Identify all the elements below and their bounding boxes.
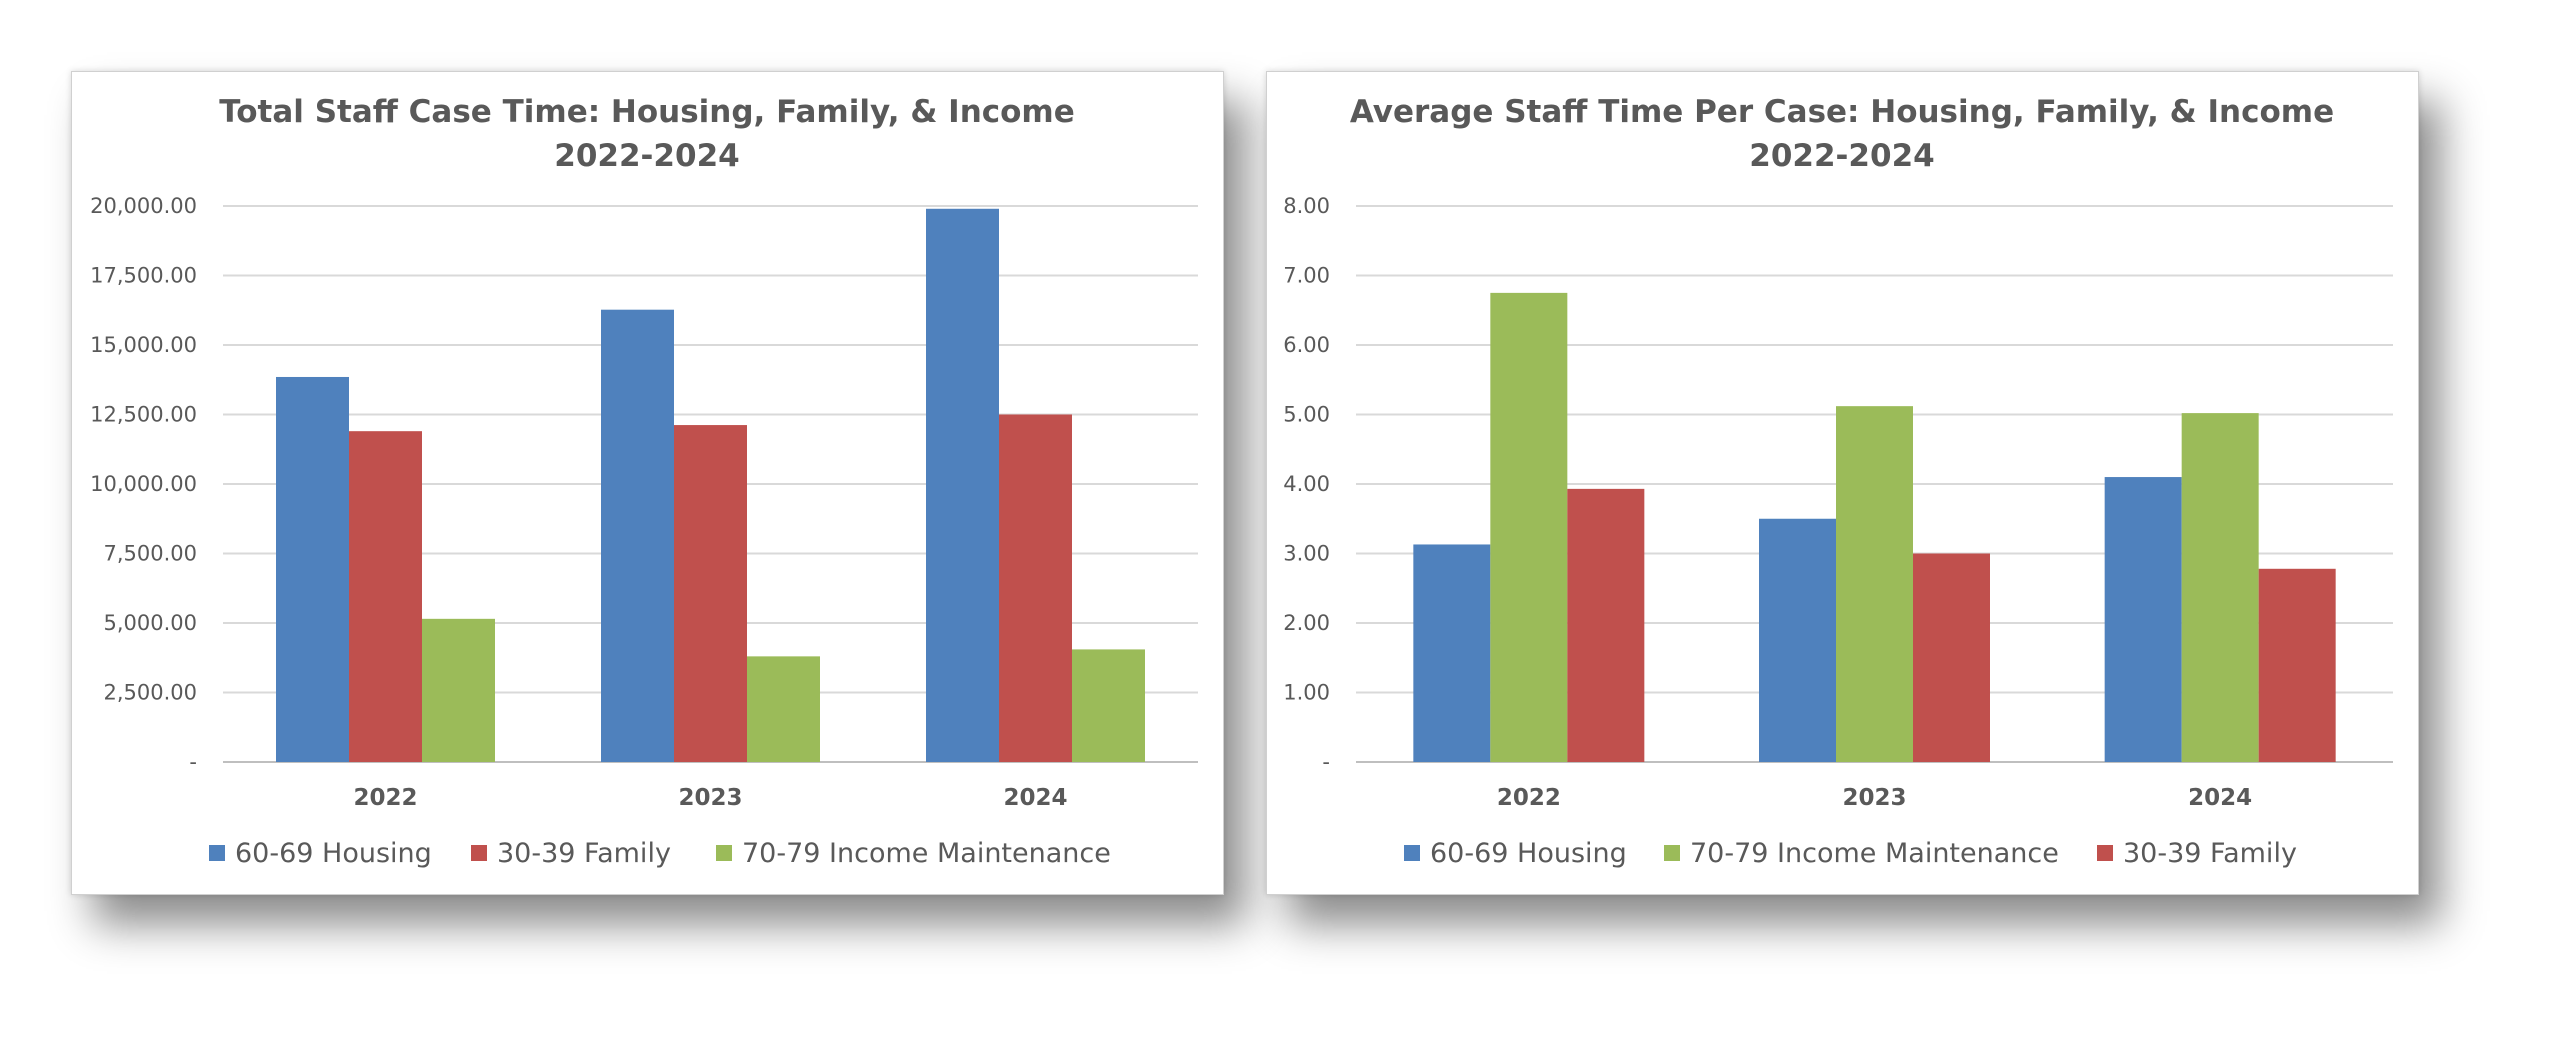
bar-60-69-housing-2024 <box>926 208 999 762</box>
bar-70-79-income-maintenance-2023 <box>747 656 820 762</box>
y-tick-label: 15,000.00 <box>90 333 197 357</box>
legend-label: 60-69 Housing <box>235 838 432 869</box>
chart-total-staff-case-time: Total Staff Case Time: Housing, Family, … <box>90 94 1198 869</box>
x-category-label: 2024 <box>1003 785 1067 811</box>
bar-30-39-family-2024 <box>999 414 1072 762</box>
bar-60-69-housing-2022 <box>1413 544 1491 762</box>
x-category-label: 2022 <box>1497 785 1561 811</box>
bar-70-79-income-maintenance-2024 <box>1072 649 1145 762</box>
legend-swatch <box>1664 845 1680 861</box>
y-tick-label: - <box>1322 750 1330 774</box>
bar-60-69-housing-2024 <box>2104 477 2182 762</box>
y-tick-label: 4.00 <box>1283 472 1330 496</box>
y-tick-label: 5.00 <box>1283 403 1330 427</box>
x-category-label: 2024 <box>2188 785 2252 811</box>
y-tick-label: 7.00 <box>1283 264 1330 288</box>
legend-label: 70-79 Income Maintenance <box>1690 838 2059 869</box>
chart-panel-total-staff-case-time: Total Staff Case Time: Housing, Family, … <box>71 71 1224 895</box>
chart-subtitle: 2022-2024 <box>1749 138 1934 174</box>
y-tick-label: 2.00 <box>1283 611 1330 635</box>
chart-panel-average-staff-time: Average Staff Time Per Case: Housing, Fa… <box>1266 71 2419 895</box>
bar-70-79-income-maintenance-2022 <box>422 618 495 762</box>
y-tick-label: 17,500.00 <box>90 264 197 288</box>
legend-label: 70-79 Income Maintenance <box>742 838 1111 869</box>
bar-60-69-housing-2023 <box>1759 518 1836 762</box>
bar-30-39-family-2023 <box>1913 553 1990 762</box>
legend-swatch <box>1404 845 1420 861</box>
y-tick-label: 1.00 <box>1283 681 1330 705</box>
y-tick-label: 3.00 <box>1283 542 1330 566</box>
legend: 60-69 Housing 70-79 Income Maintenance 30-… <box>1404 838 2297 869</box>
legend-label: 60-69 Housing <box>1430 838 1627 869</box>
legend-swatch <box>209 845 225 861</box>
legend-label: 30-39 Family <box>2123 838 2297 869</box>
x-category-label: 2023 <box>1842 785 1906 811</box>
y-tick-label: 5,000.00 <box>103 611 197 635</box>
chart-title: Total Staff Case Time: Housing, Family, … <box>219 94 1075 130</box>
legend-label: 30-39 Family <box>497 838 671 869</box>
plot-area: - 1.00 2.00 3.00 4.00 5.00 6.00 7.00 8.00 2022 202… <box>1283 194 2393 811</box>
chart-subtitle: 2022-2024 <box>554 138 739 174</box>
y-tick-label: 8.00 <box>1283 194 1330 218</box>
y-tick-label: 6.00 <box>1283 333 1330 357</box>
bar-60-69-housing-2022 <box>276 376 349 762</box>
legend-swatch <box>2097 845 2113 861</box>
bar-30-39-family-2023 <box>674 425 747 762</box>
bar-70-79-income-maintenance-2024 <box>2181 413 2259 762</box>
y-tick-label: 7,500.00 <box>103 542 197 566</box>
legend-swatch <box>471 845 487 861</box>
y-tick-label: - <box>189 750 197 774</box>
legend-swatch <box>716 845 732 861</box>
bar-30-39-family-2022 <box>1567 488 1645 762</box>
x-category-label: 2022 <box>353 785 417 811</box>
bar-70-79-income-maintenance-2022 <box>1490 292 1568 762</box>
legend: 60-69 Housing 30-39 Family 70-79 Income Ma… <box>209 838 1111 869</box>
y-tick-label: 10,000.00 <box>90 472 197 496</box>
x-category-label: 2023 <box>678 785 742 811</box>
bar-70-79-income-maintenance-2023 <box>1836 406 1913 762</box>
bar-30-39-family-2024 <box>2258 568 2336 762</box>
plot-area: - 2,500.00 5,000.00 7,500.00 10,000.00 12,500… <box>90 194 1198 811</box>
chart-title: Average Staff Time Per Case: Housing, Fa… <box>1350 94 2334 130</box>
bar-30-39-family-2022 <box>349 431 422 762</box>
chart-average-staff-time: Average Staff Time Per Case: Housing, Fa… <box>1283 94 2393 869</box>
bar-60-69-housing-2023 <box>601 309 674 762</box>
y-tick-label: 20,000.00 <box>90 194 197 218</box>
y-tick-label: 2,500.00 <box>103 681 197 705</box>
y-tick-label: 12,500.00 <box>90 403 197 427</box>
